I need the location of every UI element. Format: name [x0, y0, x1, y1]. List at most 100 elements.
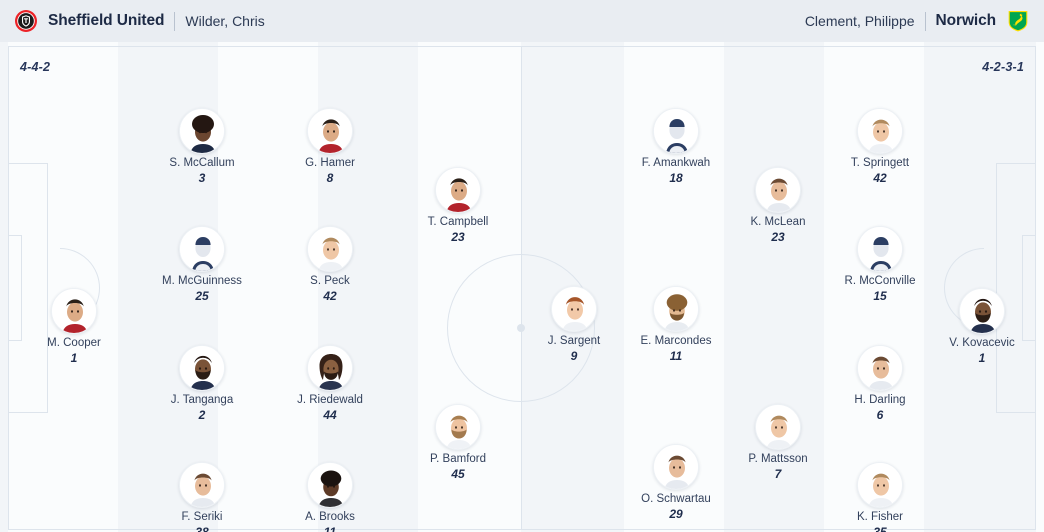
player-card[interactable]: A. Brooks 11	[277, 462, 383, 532]
player-avatar[interactable]	[857, 462, 903, 508]
player-name: J. Sargent	[547, 335, 601, 347]
player-avatar[interactable]	[179, 108, 225, 154]
player-avatar[interactable]	[307, 108, 353, 154]
player-number: 7	[774, 467, 782, 481]
player-card[interactable]: S. McCallum 3	[149, 108, 255, 185]
player-card[interactable]: G. Hamer 8	[277, 108, 383, 185]
player-avatar[interactable]	[307, 226, 353, 272]
player-name: M. Cooper	[47, 337, 101, 349]
player-avatar[interactable]	[959, 288, 1005, 334]
player-number: 45	[451, 467, 465, 481]
player-avatar[interactable]	[51, 288, 97, 334]
center-circle	[447, 254, 595, 402]
center-spot	[517, 324, 525, 332]
player-card[interactable]: J. Riedewald 44	[277, 345, 383, 422]
player-name: J. Riedewald	[297, 394, 363, 406]
player-card[interactable]: J. Sargent 9	[521, 286, 627, 363]
player-avatar[interactable]	[857, 108, 903, 154]
player-name: O. Schwartau	[641, 493, 711, 505]
touchline-bottom	[8, 529, 1036, 530]
player-card[interactable]: E. Marcondes 11	[623, 286, 729, 363]
player-avatar[interactable]	[179, 462, 225, 508]
player-avatar[interactable]	[755, 167, 801, 213]
player-number: 3	[198, 171, 206, 185]
player-avatar[interactable]	[551, 286, 597, 332]
player-card[interactable]: P. Mattsson 7	[725, 404, 831, 481]
player-name: A. Brooks	[305, 511, 355, 523]
player-name: G. Hamer	[305, 157, 355, 169]
player-name: K. McLean	[750, 216, 806, 228]
away-team-name: Norwich	[935, 12, 997, 29]
match-header: Sheffield United Wilder, Chris Clement, …	[0, 0, 1044, 42]
player-number: 23	[771, 230, 785, 244]
header-divider-right	[924, 11, 926, 31]
home-team-block[interactable]: Sheffield United Wilder, Chris	[14, 0, 265, 42]
player-card[interactable]: S. Peck 42	[277, 226, 383, 303]
player-card[interactable]: F. Amankwah 18	[623, 108, 729, 185]
player-card[interactable]: R. McConville 15	[827, 226, 933, 303]
pitch: 4-4-2 4-2-3-1 M. Cooper 1 S. McCallum 3 M.…	[0, 42, 1044, 532]
player-avatar[interactable]	[179, 226, 225, 272]
player-name: V. Kovacevic	[949, 337, 1015, 349]
player-card[interactable]: V. Kovacevic 1	[929, 288, 1035, 365]
away-formation-label: 4-2-3-1	[982, 60, 1024, 74]
player-avatar[interactable]	[653, 444, 699, 490]
player-card[interactable]: K. Fisher 35	[827, 462, 933, 532]
six-yard-box-right	[1022, 235, 1036, 341]
player-avatar[interactable]	[653, 286, 699, 332]
player-number: 8	[326, 171, 334, 185]
player-name: H. Darling	[854, 394, 906, 406]
player-avatar[interactable]	[755, 404, 801, 450]
player-avatar[interactable]	[653, 108, 699, 154]
player-avatar[interactable]	[857, 226, 903, 272]
away-coach-name: Clement, Philippe	[804, 13, 915, 29]
player-card[interactable]: P. Bamford 45	[405, 404, 511, 481]
player-card[interactable]: M. McGuinness 25	[149, 226, 255, 303]
player-avatar[interactable]	[307, 462, 353, 508]
player-number: 25	[195, 289, 209, 303]
player-name: R. McConville	[844, 275, 916, 287]
sheffield-united-crest-icon	[14, 9, 38, 33]
player-number: 15	[873, 289, 887, 303]
player-number: 9	[570, 349, 578, 363]
player-name: P. Bamford	[429, 453, 487, 465]
player-name: K. Fisher	[856, 511, 903, 523]
player-number: 6	[876, 408, 884, 422]
player-number: 11	[323, 525, 337, 532]
player-avatar[interactable]	[435, 404, 481, 450]
norwich-city-crest-icon	[1006, 9, 1030, 33]
player-number: 35	[873, 525, 887, 532]
player-card[interactable]: F. Seriki 38	[149, 462, 255, 532]
player-number: 23	[451, 230, 465, 244]
player-avatar[interactable]	[179, 345, 225, 391]
player-number: 1	[978, 351, 986, 365]
touchline-top	[8, 46, 1036, 47]
away-team-block[interactable]: Clement, Philippe Norwich	[805, 0, 1030, 42]
player-avatar[interactable]	[435, 167, 481, 213]
player-name: P. Mattsson	[748, 453, 808, 465]
player-name: F. Amankwah	[641, 157, 711, 169]
player-card[interactable]: T. Springett 42	[827, 108, 933, 185]
six-yard-box-left	[8, 235, 22, 341]
home-coach-name: Wilder, Chris	[185, 13, 265, 29]
player-card[interactable]: H. Darling 6	[827, 345, 933, 422]
player-name: M. McGuinness	[162, 275, 242, 287]
player-card[interactable]: T. Campbell 23	[405, 167, 511, 244]
player-number: 44	[323, 408, 337, 422]
player-card[interactable]: J. Tanganga 2	[149, 345, 255, 422]
header-divider-left	[174, 11, 176, 31]
player-number: 29	[669, 507, 683, 521]
player-name: S. McCallum	[169, 157, 235, 169]
player-name: T. Campbell	[427, 216, 489, 228]
home-formation-label: 4-4-2	[20, 60, 51, 74]
player-avatar[interactable]	[857, 345, 903, 391]
player-number: 42	[873, 171, 887, 185]
home-team-name: Sheffield United	[48, 12, 165, 29]
player-card[interactable]: K. McLean 23	[725, 167, 831, 244]
player-number: 11	[669, 349, 683, 363]
player-card[interactable]: O. Schwartau 29	[623, 444, 729, 521]
player-name: J. Tanganga	[170, 394, 234, 406]
player-card[interactable]: M. Cooper 1	[21, 288, 127, 365]
player-avatar[interactable]	[307, 345, 353, 391]
